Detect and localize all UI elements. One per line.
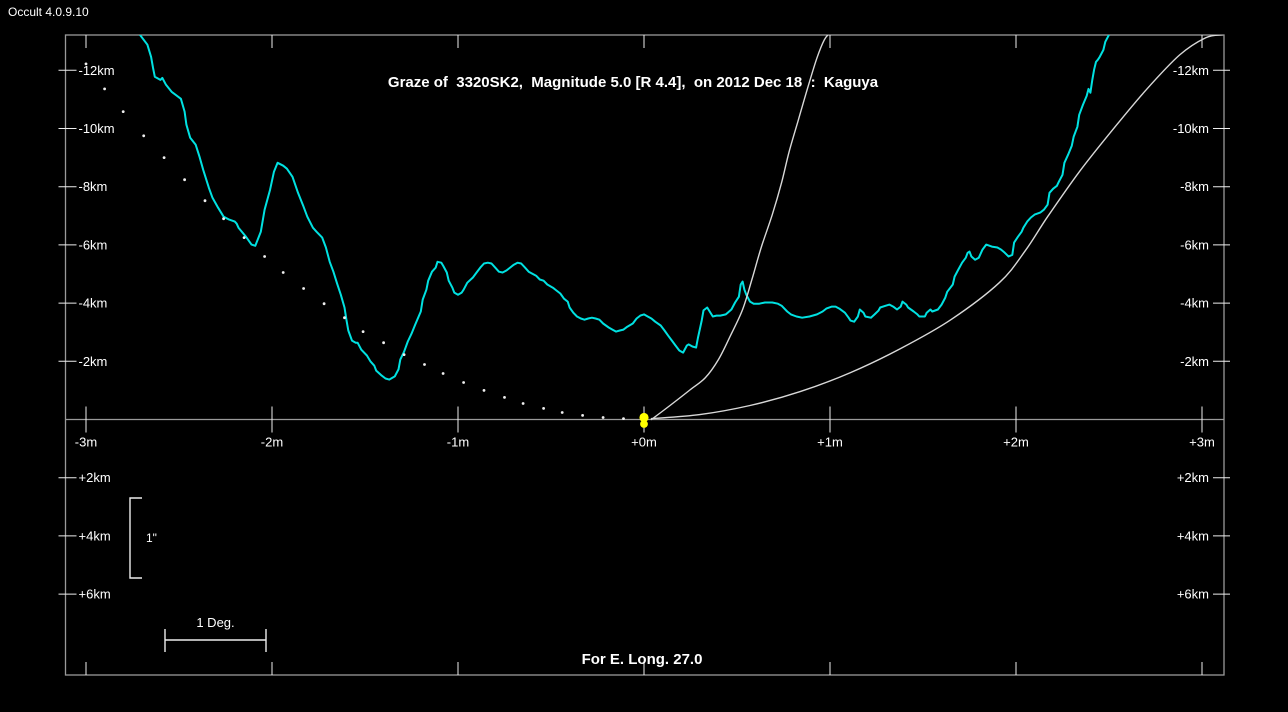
chart-title: Graze of 3320SK2, Magnitude 5.0 [R 4.4],… [387, 74, 879, 91]
chart-footer: For E. Long. 27.0 [581, 651, 703, 668]
star-path-dotted-dot [103, 87, 106, 91]
star-path-dotted-dot [203, 199, 207, 203]
arcsec-scale-label: 1" [146, 531, 157, 545]
star-path-dotted-dot [343, 316, 346, 320]
y-right-tick-label: -2km [1180, 354, 1209, 369]
star-path-dotted-dot [482, 389, 486, 392]
star-path-dotted-dot [361, 330, 365, 333]
star-path-dotted-dot [503, 396, 506, 399]
y-right-tick-label: +4km [1177, 528, 1209, 543]
x-tick-label: +0m [631, 435, 657, 450]
star-path-dotted-dot [521, 402, 525, 405]
series-group [84, 35, 1224, 421]
star-path-dotted-dot [441, 372, 445, 375]
y-left-tick-label: +4km [79, 528, 111, 543]
star-path-dotted-dot [183, 178, 187, 182]
y-left-tick-label: -2km [79, 354, 108, 369]
star-path-dotted-dot [84, 62, 88, 66]
y-left-tick-label: -6km [79, 237, 108, 252]
star-path-dotted-dot [281, 271, 285, 274]
window-title: Occult 4.0.9.10 [8, 5, 89, 19]
degree-scale-bar [164, 629, 267, 652]
y-left-tick-label: -8km [79, 179, 108, 194]
x-tick-label: +3m [1189, 435, 1215, 450]
y-left-tick-label: -12km [79, 63, 115, 78]
star-path-dotted-dot [142, 134, 146, 138]
star-path-shallow-curve [650, 35, 1224, 420]
star-path-dotted-dot [121, 110, 125, 113]
lunar-limb-profile [138, 35, 1110, 381]
star-path-dotted-dot [263, 255, 266, 258]
y-right-tick-label: +6km [1177, 587, 1209, 602]
y-left-tick-label: +6km [79, 587, 111, 602]
star-path-dotted-dot [162, 156, 166, 160]
y-right-tick-label: -8km [1180, 179, 1209, 194]
event-marker-dot [639, 412, 649, 423]
star-path-dotted-dot [622, 417, 625, 420]
star-path-dotted-dot [322, 302, 326, 306]
plot-border [64, 34, 1225, 676]
star-path-dotted-dot [542, 407, 545, 410]
y-left-tick-label: -4km [79, 296, 108, 311]
star-path-dotted-dot [242, 236, 246, 240]
y-right-tick-label: -10km [1173, 121, 1209, 136]
y-right-tick-label: -4km [1180, 296, 1209, 311]
y-right-tick-label: -6km [1180, 237, 1209, 252]
event-marker-dot-lower [640, 420, 648, 428]
y-right-tick-label: +2km [1177, 470, 1209, 485]
star-path-dotted-dot [560, 411, 564, 414]
star-path-dotted-dot [581, 414, 584, 417]
x-tick-label: -2m [261, 435, 283, 450]
star-path-dotted-dot [302, 287, 305, 290]
x-tick-label: -3m [75, 435, 97, 450]
star-path-dotted-dot [382, 341, 385, 345]
star-path-dotted-dot [402, 353, 406, 356]
star-path-dotted-dot [423, 363, 426, 366]
star-path-dotted-dot [222, 217, 226, 221]
x-tick-label: -1m [447, 435, 469, 450]
star-path-steep-curve [650, 35, 829, 421]
y-right-tick-label: -12km [1173, 63, 1209, 78]
x-tick-label: +2m [1003, 435, 1029, 450]
star-path-dotted-dot [462, 381, 465, 384]
y-left-tick-label: +2km [79, 470, 111, 485]
star-path-dotted-dot [601, 416, 605, 419]
degree-scale-label: 1 Deg. [196, 615, 234, 630]
arcsec-scale-bracket [129, 497, 142, 579]
x-tick-label: +1m [817, 435, 843, 450]
y-left-tick-label: -10km [79, 121, 115, 136]
